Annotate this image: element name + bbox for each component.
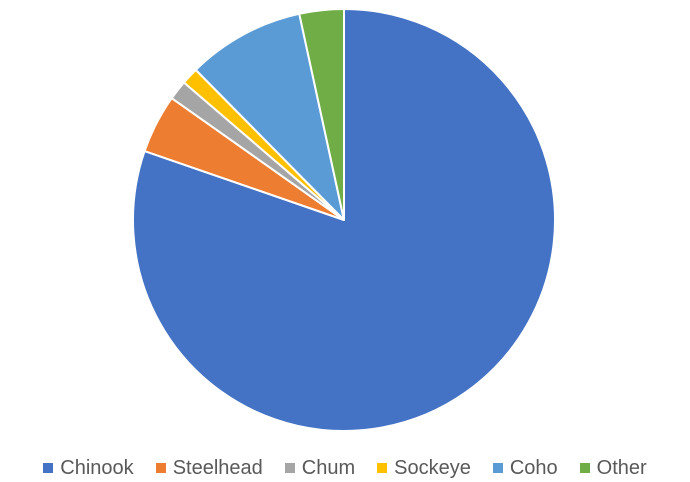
legend-swatch (579, 463, 590, 473)
legend-item-other: Other (579, 456, 647, 480)
legend-swatch (284, 463, 295, 473)
legend-item-chum: Chum (284, 456, 356, 480)
legend-label: Chum (301, 456, 356, 479)
legend-item-steelhead: Steelhead (155, 456, 263, 480)
legend-label: Sockeye (394, 456, 471, 479)
legend-label: Coho (509, 456, 558, 479)
pie-slice-coho (194, 12, 345, 221)
chart-legend: Chinook Steelhead Chum Sockeye Coho Other (0, 454, 690, 482)
legend-item-coho: Coho (492, 456, 558, 480)
legend-label: Other (596, 456, 647, 479)
legend-swatch (377, 463, 388, 473)
legend-swatch (43, 463, 54, 473)
pie-slice-chinook (132, 8, 556, 432)
legend-label: Steelhead (172, 456, 263, 479)
legend-swatch (155, 463, 166, 473)
pie-slice-other (298, 8, 345, 221)
legend-swatch (492, 463, 503, 473)
legend-label: Chinook (60, 456, 134, 479)
legend-item-chinook: Chinook (43, 456, 134, 480)
legend-item-sockeye: Sockeye (377, 457, 471, 480)
